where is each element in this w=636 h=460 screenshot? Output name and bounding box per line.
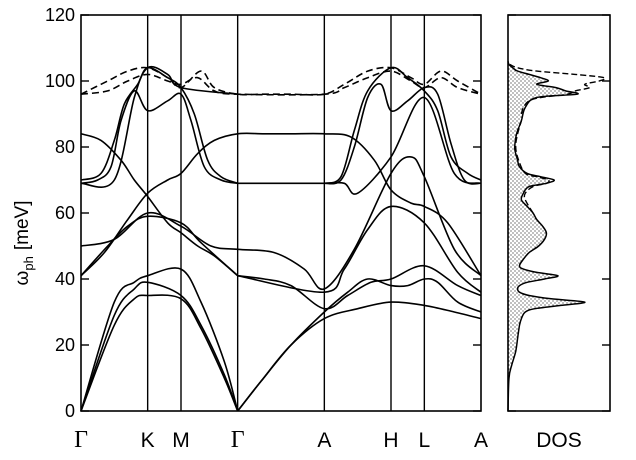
phonon-branch-2 (80, 267, 239, 412)
dos-fill (508, 61, 585, 411)
kpoint-label-4: A (317, 429, 331, 452)
phonon-branch-8 (80, 156, 482, 291)
band-lines (80, 65, 482, 412)
phonon-branch-3 (237, 301, 482, 412)
phonon-branch-11 (237, 96, 482, 195)
dashed-branch-17 (80, 66, 482, 96)
dos-dashed-curve-2 (514, 120, 550, 214)
phonon-branch-12 (80, 90, 238, 185)
kpoint-label-5: H (383, 429, 398, 452)
high-symmetry-lines (146, 15, 426, 411)
phonon-branch-5 (237, 264, 482, 310)
kpoint-label-0: Γ (74, 427, 88, 453)
kpoint-label-1: K (141, 429, 155, 452)
phonon-branch-0 (80, 294, 239, 412)
dos-dashed-curve-1 (509, 63, 607, 115)
dos-panel: DOS (507, 14, 611, 452)
y-tick-label-1: 20 (55, 335, 75, 355)
dos-curves (507, 60, 607, 412)
y-tick-label-5: 100 (45, 71, 75, 91)
ylabel-sub: ph (21, 256, 36, 270)
phonon-branch-6 (80, 215, 239, 277)
kpoint-label-7: A (474, 429, 488, 452)
band-panel-frame (80, 14, 482, 412)
phonon-branch-13 (80, 66, 238, 185)
dashed-branch-18 (80, 70, 482, 96)
y-tick-label-3: 60 (55, 203, 75, 223)
phonon-branch-4 (237, 277, 482, 412)
dos-total-curve (507, 60, 586, 412)
y-tick-label-0: 0 (65, 401, 75, 421)
dos-panel-frame (507, 14, 611, 412)
ylabel-unit: [meV] (12, 201, 33, 251)
ylabel-main: ω (12, 270, 33, 285)
phonon-branch-15 (324, 83, 482, 185)
phonon-branch-1 (80, 281, 239, 412)
kpoint-label-6: L (418, 429, 430, 452)
phonon-branch-14 (324, 66, 482, 185)
kpoint-label-3: Γ (231, 427, 245, 453)
y-tick-label-2: 40 (55, 269, 75, 289)
dos-axis-label: DOS (536, 429, 582, 452)
y-tick-label-4: 80 (55, 137, 75, 157)
y-axis-title: ωph [meV] (12, 201, 36, 286)
kpoint-label-2: M (172, 429, 190, 452)
y-tick-label-6: 120 (45, 5, 75, 25)
